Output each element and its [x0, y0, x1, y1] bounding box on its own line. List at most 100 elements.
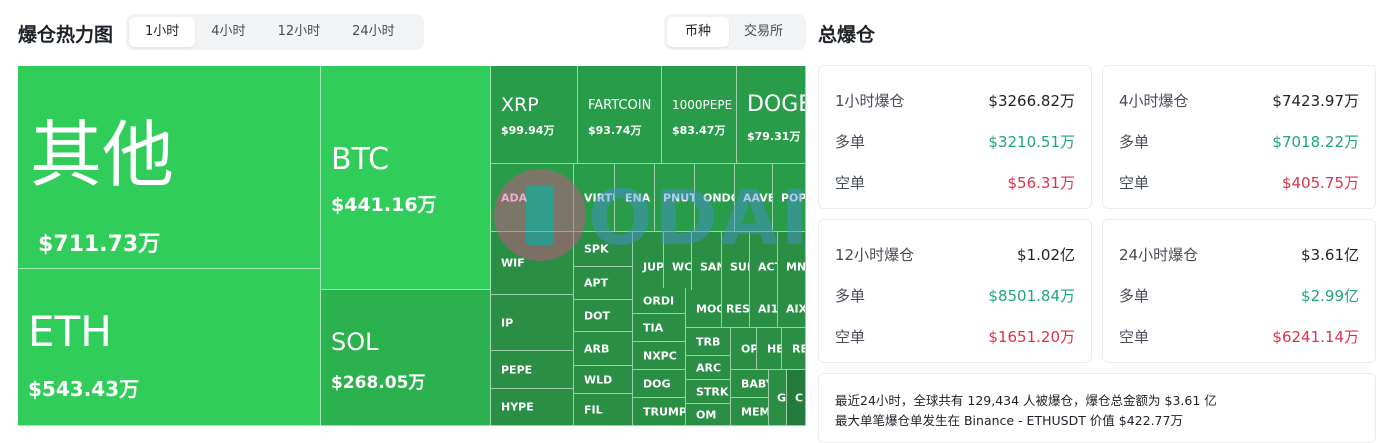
cell-other-label: 其他 — [30, 113, 175, 197]
short-value: $56.31万 — [1007, 174, 1076, 192]
cell-ai1[interactable]: AI1 — [750, 290, 778, 328]
card-total: $3266.82万 — [988, 92, 1075, 110]
cell-fil[interactable]: FIL — [574, 394, 633, 426]
short-value: $1651.20万 — [988, 328, 1075, 346]
cell-ena[interactable]: ENA — [615, 164, 655, 232]
cell-trump[interactable]: TRUMP — [633, 398, 686, 426]
cell-res[interactable]: RES — [722, 290, 750, 328]
tab-12h[interactable]: 12小时 — [277, 24, 321, 39]
cell-eth-label: ETH — [28, 307, 112, 356]
cell-xrp-value: $99.94万 — [501, 124, 555, 137]
cell-fartcoin[interactable]: FARTCOIN $93.74万 — [578, 66, 662, 164]
summary-info: 最近24小时，全球共有 129,434 人被爆仓，爆仓总金额为 $3.61 亿 … — [818, 373, 1376, 443]
cell-label: STRK — [696, 385, 729, 398]
long-label: 多单 — [1119, 287, 1150, 305]
cell-spk[interactable]: SPK — [574, 232, 633, 267]
cell-ondo[interactable]: ONDO — [695, 164, 735, 232]
cell-wif[interactable]: WIF — [491, 232, 574, 295]
cell-label: OP — [741, 342, 757, 355]
cell-strk[interactable]: STRK — [686, 380, 731, 404]
cell-doge[interactable]: DOGE $79.31万 — [737, 66, 806, 164]
time-range-tabs: 1小时 4小时 12小时 24小时 — [126, 14, 424, 50]
summary-card-12h: 12小时爆仓 $1.02亿 多单 $8501.84万 空单 $1651.20万 — [818, 219, 1092, 363]
group-tabs: 币种 交易所 — [664, 14, 806, 50]
cell-label: MOO — [696, 302, 721, 315]
cell-label: PNUT — [663, 191, 695, 204]
cell-he[interactable]: HE — [757, 328, 782, 370]
cell-dot[interactable]: DOT — [574, 300, 633, 332]
long-value: $2.99亿 — [1301, 287, 1359, 305]
cell-wld[interactable]: WLD — [574, 366, 633, 394]
cell-eth[interactable]: ETH $543.43万 — [18, 269, 321, 426]
cell-label: NXPC — [643, 349, 677, 362]
cell-eth-value: $543.43万 — [28, 377, 140, 401]
cell-ordi[interactable]: ORDI — [633, 288, 686, 314]
cell-nxpc[interactable]: NXPC — [633, 342, 686, 370]
cell-arc[interactable]: ARC — [686, 356, 731, 380]
cell-label: ENA — [625, 191, 651, 204]
cell-label: RES — [726, 302, 750, 315]
liquidation-treemap: 其他 $711.73万 ETH $543.43万 BTC $441.16万 SO… — [18, 66, 806, 426]
cell-label: C — [795, 391, 804, 404]
cell-aave[interactable]: AAVE — [735, 164, 773, 232]
cell-btc-label: BTC — [331, 142, 390, 177]
cell-pop[interactable]: POP — [773, 164, 806, 232]
cell-sol[interactable]: SOL $268.05万 — [321, 290, 491, 426]
cell-btc[interactable]: BTC $441.16万 — [321, 66, 491, 290]
cell-mem[interactable]: MEM — [731, 398, 769, 426]
cell-label: APT — [584, 276, 609, 290]
cell-label: ONDO — [703, 191, 734, 204]
cell-dog[interactable]: DOG — [633, 370, 686, 398]
long-label: 多单 — [1119, 133, 1150, 151]
tab-1h[interactable]: 1小时 — [129, 17, 196, 47]
cell-label: ORDI — [643, 294, 675, 307]
cell-om[interactable]: OM — [686, 404, 731, 426]
tab-4h[interactable]: 4小时 — [211, 24, 246, 39]
cell-1000pepe[interactable]: 1000PEPE $83.47万 — [662, 66, 737, 164]
long-value: $8501.84万 — [988, 287, 1075, 305]
cell-label: MN — [786, 260, 806, 273]
cell-xrp[interactable]: XRP $99.94万 — [491, 66, 578, 164]
tab-24h[interactable]: 24小时 — [352, 24, 395, 39]
card-label: 24小时爆仓 — [1119, 246, 1199, 264]
cell-baby[interactable]: BABY — [731, 370, 769, 398]
cell-label: AI1 — [758, 302, 778, 315]
cell-c[interactable]: C — [787, 370, 806, 426]
cell-arb[interactable]: ARB — [574, 332, 633, 366]
cell-sol-label: SOL — [331, 328, 379, 356]
cell-ada[interactable]: ADA — [491, 164, 574, 232]
cell-ip[interactable]: IP — [491, 295, 574, 351]
cell-op[interactable]: OP — [731, 328, 757, 370]
cell-1000pepe-value: $83.47万 — [672, 124, 726, 137]
cell-pepe[interactable]: PEPE — [491, 351, 574, 389]
cell-label: SPK — [584, 242, 609, 256]
cell-pnut[interactable]: PNUT — [655, 164, 695, 232]
long-value: $3210.51万 — [988, 133, 1075, 151]
cell-tia[interactable]: TIA — [633, 314, 686, 342]
cell-label: AAVE — [743, 191, 773, 204]
long-label: 多单 — [835, 287, 866, 305]
cell-moo[interactable]: MOO — [686, 290, 722, 328]
tab-coin[interactable]: 币种 — [667, 17, 730, 47]
cell-aix[interactable]: AIX — [778, 290, 806, 328]
cell-label: OM — [696, 408, 717, 421]
cell-label: WIF — [501, 256, 525, 270]
cell-re[interactable]: RE — [782, 328, 806, 370]
cell-label: RE — [792, 342, 805, 355]
cell-label: POP — [781, 191, 806, 204]
cell-doge-label: DOGE — [747, 92, 806, 117]
heatmap-title: 爆仓热力图 — [18, 24, 114, 46]
cell-label: ADA — [501, 191, 528, 204]
info-line-1: 最近24小时，全球共有 129,434 人被爆仓，爆仓总金额为 $3.61 亿 — [835, 393, 1217, 408]
cell-fartcoin-label: FARTCOIN — [588, 98, 652, 113]
cell-apt[interactable]: APT — [574, 267, 633, 300]
cell-xrp-label: XRP — [501, 94, 539, 116]
card-total: $7423.97万 — [1272, 92, 1359, 110]
short-value: $6241.14万 — [1272, 328, 1359, 346]
cell-trb[interactable]: TRB — [686, 328, 731, 356]
cell-other[interactable]: 其他 $711.73万 — [18, 66, 321, 269]
cell-hype[interactable]: HYPE — [491, 389, 574, 426]
cell-g[interactable]: G — [769, 370, 787, 426]
tab-exchange[interactable]: 交易所 — [744, 24, 784, 39]
cell-virtu[interactable]: VIRTU — [574, 164, 615, 232]
